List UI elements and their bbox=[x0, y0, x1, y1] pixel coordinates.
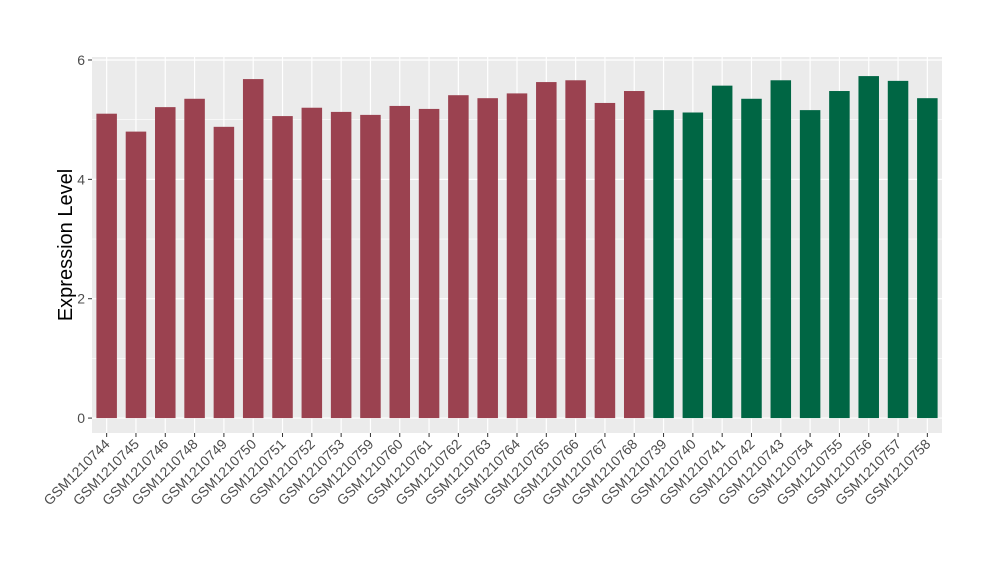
bar bbox=[741, 98, 762, 419]
y-tick-label: 2 bbox=[77, 291, 85, 307]
bar bbox=[887, 80, 909, 419]
bar bbox=[917, 98, 938, 419]
bar bbox=[448, 95, 469, 419]
bar bbox=[829, 91, 850, 419]
bar bbox=[155, 107, 176, 419]
y-tick-label: 0 bbox=[77, 410, 85, 426]
bar bbox=[711, 85, 733, 419]
bar bbox=[184, 98, 205, 419]
bar bbox=[125, 131, 147, 419]
bar bbox=[330, 111, 352, 419]
bar bbox=[858, 76, 879, 419]
bar bbox=[96, 113, 117, 419]
x-axis: GSM1210744GSM1210745GSM1210746GSM1210748… bbox=[40, 433, 934, 508]
bar bbox=[799, 110, 821, 419]
bar bbox=[418, 108, 440, 419]
bar bbox=[565, 80, 586, 419]
bar bbox=[682, 112, 704, 419]
bar bbox=[477, 98, 498, 419]
bar bbox=[360, 114, 381, 419]
bar bbox=[242, 79, 264, 419]
y-tick-label: 4 bbox=[77, 171, 85, 187]
bar bbox=[623, 91, 645, 419]
bar bbox=[536, 82, 557, 419]
y-tick-label: 6 bbox=[77, 52, 85, 68]
bar bbox=[272, 116, 293, 419]
y-axis-title: Expression Level bbox=[55, 169, 77, 321]
bar bbox=[213, 126, 235, 419]
bar bbox=[506, 93, 528, 419]
bar bbox=[389, 105, 411, 419]
bar bbox=[770, 80, 792, 419]
y-axis: 0 2 4 6 bbox=[77, 52, 92, 426]
bar bbox=[594, 102, 616, 419]
bars bbox=[96, 76, 938, 419]
bar bbox=[301, 107, 323, 419]
bar bbox=[653, 110, 674, 419]
